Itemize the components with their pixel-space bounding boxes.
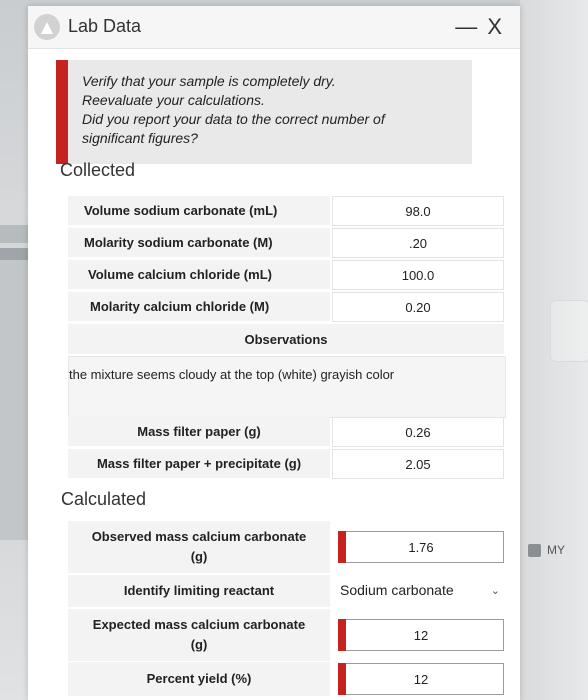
window-controls: — X bbox=[455, 14, 504, 40]
chevron-down-icon: ⌄ bbox=[490, 584, 500, 597]
error-marker bbox=[338, 663, 346, 695]
label-line: (g) bbox=[190, 549, 208, 564]
flask-icon bbox=[34, 14, 60, 40]
observations-header: Observations bbox=[68, 324, 504, 354]
background-my-label: MY bbox=[547, 543, 565, 557]
row-value: 100.0 bbox=[332, 260, 504, 290]
warning-lines: Verify that your sample is completely dr… bbox=[82, 72, 385, 148]
warning-line: Reevaluate your calculations. bbox=[82, 92, 265, 108]
row-label: Mass filter paper (g) bbox=[68, 417, 330, 447]
observed-mass-input[interactable]: 1.76 bbox=[338, 531, 504, 563]
expected-mass-input[interactable]: 12 bbox=[338, 619, 504, 651]
background-glassware bbox=[550, 300, 588, 362]
warning-line: Verify that your sample is completely dr… bbox=[82, 73, 336, 89]
table-row: Volume sodium carbonate (mL) 98.0 bbox=[68, 196, 504, 226]
warning-bar bbox=[56, 60, 68, 164]
label-line: Expected mass calcium carbonate bbox=[92, 617, 306, 632]
row-label: Volume sodium carbonate (mL) bbox=[68, 196, 330, 226]
expected-mass-row: Expected mass calcium carbonate (g) 12 bbox=[68, 609, 504, 661]
row-label: Molarity sodium carbonate (M) bbox=[68, 228, 330, 258]
percent-yield-row: Percent yield (%) 12 bbox=[68, 662, 504, 696]
percent-yield-input[interactable]: 12 bbox=[338, 663, 504, 695]
error-marker bbox=[338, 531, 346, 563]
observations-text: the mixture seems cloudy at the top (whi… bbox=[69, 367, 395, 382]
collected-title: Collected bbox=[60, 160, 136, 180]
label-line: Observed mass calcium carbonate bbox=[91, 529, 307, 544]
warning-line: significant figures? bbox=[82, 130, 198, 146]
expected-mass-label: Expected mass calcium carbonate (g) bbox=[68, 609, 330, 661]
background-shelf bbox=[520, 0, 588, 700]
title-bar[interactable]: Lab Data — X bbox=[28, 6, 520, 49]
observed-mass-label: Observed mass calcium carbonate (g) bbox=[68, 521, 330, 573]
percent-yield-label: Percent yield (%) bbox=[68, 662, 330, 696]
warning-line: Did you report your data to the correct … bbox=[82, 111, 385, 127]
label-line: (g) bbox=[190, 637, 208, 652]
row-value: 0.26 bbox=[332, 417, 504, 447]
warning-box: Verify that your sample is completely dr… bbox=[56, 60, 472, 164]
limiting-reactant-value: Sodium carbonate bbox=[340, 582, 454, 598]
observed-mass-value: 1.76 bbox=[408, 539, 434, 555]
row-value: 98.0 bbox=[332, 196, 504, 226]
table-row: Molarity calcium chloride (M) 0.20 bbox=[68, 292, 504, 322]
observed-mass-row: Observed mass calcium carbonate (g) 1.76 bbox=[68, 521, 504, 573]
limiting-reactant-label: Identify limiting reactant bbox=[68, 575, 330, 607]
table-row: Molarity sodium carbonate (M) .20 bbox=[68, 228, 504, 258]
minimize-button[interactable]: — bbox=[455, 14, 480, 39]
limiting-reactant-row: Identify limiting reactant Sodium carbon… bbox=[68, 575, 504, 607]
table-row: Mass filter paper + precipitate (g) 2.05 bbox=[68, 449, 504, 479]
row-value: 0.20 bbox=[332, 292, 504, 322]
document-icon bbox=[528, 543, 541, 557]
percent-yield-value: 12 bbox=[413, 671, 429, 687]
lab-data-window: Lab Data — X Verify that your sample is … bbox=[28, 6, 520, 700]
background-my-button[interactable]: MY bbox=[528, 543, 565, 557]
window-title: Lab Data bbox=[68, 16, 142, 36]
limiting-reactant-select[interactable]: Sodium carbonate ⌄ bbox=[332, 575, 504, 605]
expected-mass-value: 12 bbox=[413, 627, 429, 643]
table-row: Volume calcium chloride (mL) 100.0 bbox=[68, 260, 504, 290]
row-label: Molarity calcium chloride (M) bbox=[68, 292, 330, 322]
row-label: Volume calcium chloride (mL) bbox=[68, 260, 330, 290]
row-value: .20 bbox=[332, 228, 504, 258]
calculated-title: Calculated bbox=[61, 489, 147, 509]
table-row: Mass filter paper (g) 0.26 bbox=[68, 417, 504, 447]
observations-field[interactable]: the mixture seems cloudy at the top (whi… bbox=[68, 356, 506, 418]
error-marker bbox=[338, 619, 346, 651]
background-panel bbox=[0, 260, 30, 540]
row-value: 2.05 bbox=[332, 449, 504, 479]
close-button[interactable]: X bbox=[487, 14, 504, 39]
row-label: Mass filter paper + precipitate (g) bbox=[68, 449, 330, 479]
